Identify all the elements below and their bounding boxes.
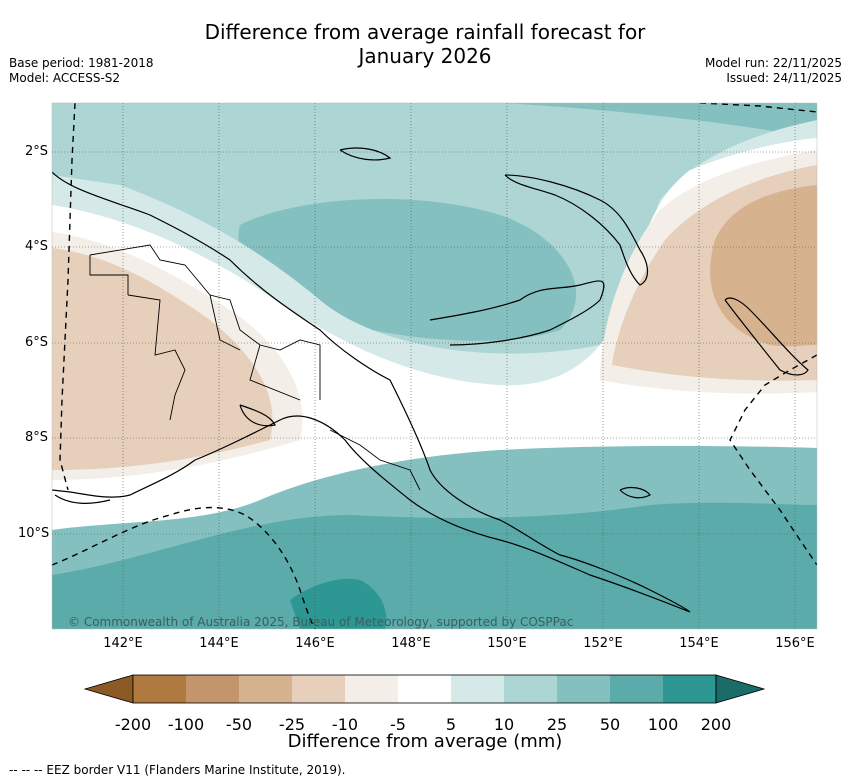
rainfall-field: © Commonwealth of Australia 2025, Bureau… bbox=[52, 103, 817, 629]
province-border-1 bbox=[89, 244, 321, 400]
model-run: Model run: 22/11/2025 bbox=[704, 56, 842, 70]
lat-tick-4s: 4°S bbox=[24, 239, 48, 254]
meta-right: Model run: 22/11/2025 Issued: 24/11/2025 bbox=[705, 56, 842, 86]
colorbar-title: Difference from average (mm) bbox=[287, 731, 563, 752]
meta-left: Base period: 1981-2018 Model: ACCESS-S2 bbox=[9, 56, 154, 86]
eez-east bbox=[729, 354, 817, 566]
lat-tick-8s: 8°S bbox=[24, 430, 48, 445]
colorbar-segment bbox=[292, 675, 345, 703]
base-period: Base period: 1981-2018 bbox=[9, 56, 154, 70]
lon-tick-146: 146°E bbox=[295, 636, 335, 651]
colorbar-tick-label: -200 bbox=[114, 715, 152, 734]
graticule bbox=[52, 103, 817, 629]
colorbar-tick-label: -25 bbox=[278, 715, 306, 734]
colorbar-tick-label: -100 bbox=[167, 715, 205, 734]
colorbar-segment bbox=[133, 675, 186, 703]
field-south-100-200 bbox=[290, 578, 387, 629]
manus-coast bbox=[339, 147, 392, 161]
colorbar-tick-label: -50 bbox=[225, 715, 253, 734]
province-border-5 bbox=[329, 429, 421, 491]
colorbar-segment bbox=[186, 675, 239, 703]
coastlines bbox=[52, 147, 809, 613]
lon-tick-148: 148°E bbox=[391, 636, 431, 651]
colorbar-segment bbox=[451, 675, 504, 703]
eez-west bbox=[59, 103, 76, 491]
model-name: Model: ACCESS-S2 bbox=[9, 71, 121, 85]
new-ireland-coast bbox=[504, 174, 649, 286]
eez-south-west bbox=[52, 506, 316, 629]
coast-south-west bbox=[54, 494, 111, 504]
colorbar-segment bbox=[345, 675, 398, 703]
boundaries bbox=[89, 244, 421, 491]
eez-north-east bbox=[699, 103, 817, 113]
province-border-2 bbox=[127, 294, 186, 421]
colorbar-segment bbox=[663, 675, 716, 703]
lon-tick-152: 152°E bbox=[583, 636, 623, 651]
colorbar bbox=[83, 674, 766, 704]
eez-borders bbox=[52, 103, 817, 629]
eez-legend-note: -- -- -- EEZ border V11 (Flanders Marine… bbox=[9, 763, 346, 777]
title-line-1: Difference from average rainfall forecas… bbox=[204, 20, 646, 44]
colorbar-tick-label: 25 bbox=[546, 715, 568, 734]
colorbar-arrow-low bbox=[83, 674, 134, 704]
lon-tick-144: 144°E bbox=[199, 636, 239, 651]
colorbar-tick-label: 5 bbox=[445, 715, 457, 734]
lon-tick-156: 156°E bbox=[775, 636, 815, 651]
colorbar-tick-label: -5 bbox=[390, 715, 406, 734]
island-gulf bbox=[239, 404, 276, 427]
province-border-6 bbox=[209, 294, 241, 351]
new-britain-coast bbox=[429, 280, 605, 346]
colorbar-segment bbox=[557, 675, 610, 703]
new-guinea-coast bbox=[52, 171, 691, 613]
title-line-2: January 2026 bbox=[358, 44, 492, 68]
lat-tick-10s: 10°S bbox=[18, 526, 50, 541]
lon-tick-142: 142°E bbox=[103, 636, 143, 651]
province-border-4 bbox=[249, 344, 301, 401]
colorbar-tick-label: -10 bbox=[331, 715, 359, 734]
colorbar-tick-label: 10 bbox=[493, 715, 515, 734]
field-north-25-50 bbox=[52, 103, 817, 140]
colorbar-frame bbox=[132, 674, 717, 704]
colorbar-segment bbox=[610, 675, 663, 703]
field-west-dry bbox=[52, 248, 273, 470]
copyright-text: © Commonwealth of Australia 2025, Bureau… bbox=[68, 615, 573, 629]
map-frame bbox=[51, 102, 818, 630]
colorbar-tick-label: 200 bbox=[700, 715, 732, 734]
colorbar-segment bbox=[239, 675, 292, 703]
lon-tick-154: 154°E bbox=[679, 636, 719, 651]
colorbar-tick-label: 50 bbox=[599, 715, 621, 734]
issued-date: Issued: 24/11/2025 bbox=[726, 71, 842, 85]
chart-title: Difference from average rainfall forecas… bbox=[0, 20, 850, 68]
colorbar-tick-label: 100 bbox=[647, 715, 679, 734]
field-south-50-100 bbox=[52, 502, 817, 629]
colorbar-segment bbox=[398, 675, 451, 703]
island-east bbox=[619, 486, 651, 499]
field-east-dry-strong bbox=[710, 185, 817, 347]
province-border-3 bbox=[89, 255, 129, 295]
lon-tick-150: 150°E bbox=[487, 636, 527, 651]
bougainville-coast bbox=[724, 297, 809, 376]
lat-tick-6s: 6°S bbox=[24, 335, 48, 350]
colorbar-segment bbox=[504, 675, 557, 703]
colorbar-arrow-high bbox=[715, 674, 766, 704]
lat-tick-2s: 2°S bbox=[24, 144, 48, 159]
